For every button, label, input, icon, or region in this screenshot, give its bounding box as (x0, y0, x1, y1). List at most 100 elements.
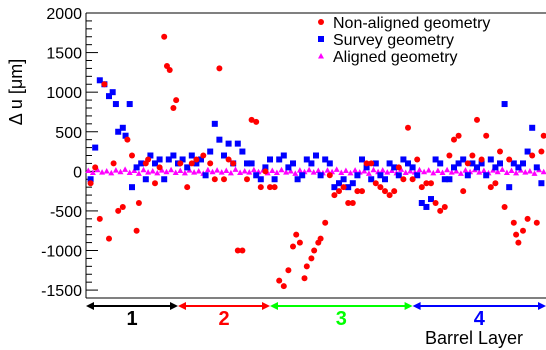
data-point (529, 152, 536, 159)
data-point (133, 164, 140, 171)
legend-entry: Non-aligned geometry (333, 15, 490, 32)
data-point (290, 243, 296, 250)
data-point (340, 176, 347, 183)
data-point (492, 180, 499, 187)
data-point (386, 192, 393, 199)
data-point (460, 188, 467, 195)
data-point (414, 156, 421, 163)
data-point (285, 267, 292, 274)
data-point (177, 160, 184, 167)
data-point (487, 184, 494, 191)
data-point (244, 176, 250, 183)
data-point (322, 219, 329, 226)
data-point (299, 172, 306, 179)
layer-range-arrow-left (270, 302, 278, 310)
data-point (469, 160, 476, 167)
data-point (515, 164, 522, 171)
barrel-layer-3: 3 (270, 302, 413, 330)
legend-entry: Survey geometry (333, 32, 454, 49)
data-point (195, 167, 202, 174)
data-point (432, 156, 439, 163)
y-tick-label: -500 (50, 204, 82, 221)
data-point (469, 152, 476, 159)
data-point (428, 196, 434, 203)
data-point (522, 169, 529, 175)
data-point (161, 33, 168, 40)
data-point (352, 167, 359, 173)
data-point (540, 132, 546, 139)
data-point (140, 166, 147, 173)
data-point (363, 160, 370, 167)
data-point (135, 170, 142, 176)
data-point (138, 160, 145, 167)
data-point (437, 160, 444, 167)
data-point (524, 148, 531, 155)
y-tick-label: 1000 (46, 85, 82, 102)
data-point (103, 167, 110, 174)
data-point (296, 167, 303, 173)
barrel-layer-ranges: 1 2 3 4 (86, 302, 546, 330)
data-point (292, 170, 299, 176)
data-point (253, 118, 260, 125)
data-point (349, 180, 356, 187)
data-point (354, 188, 361, 195)
data-point (382, 176, 388, 183)
data-point (154, 169, 161, 176)
data-point (216, 65, 223, 72)
data-point (244, 160, 250, 167)
data-point (402, 169, 409, 176)
data-point (92, 164, 99, 171)
data-point (336, 180, 342, 187)
data-point (158, 167, 165, 173)
data-point (336, 188, 342, 195)
data-point (149, 167, 156, 174)
data-point (152, 180, 158, 187)
data-point (308, 160, 315, 167)
data-point (377, 184, 384, 191)
data-point (294, 176, 301, 183)
data-point (156, 164, 163, 171)
data-point (395, 164, 402, 171)
data-point (237, 169, 244, 176)
data-point (437, 207, 444, 214)
data-point (188, 152, 195, 159)
y-tick-label: -1000 (41, 244, 82, 261)
data-point (510, 160, 517, 167)
data-point (225, 140, 232, 147)
data-point (216, 136, 223, 143)
data-point (184, 164, 191, 171)
data-point (446, 176, 453, 183)
data-point (112, 167, 119, 173)
data-point (501, 203, 508, 210)
data-point (513, 231, 520, 238)
data-point (322, 156, 329, 163)
data-point (377, 172, 384, 179)
data-point (278, 166, 285, 173)
data-point (211, 120, 218, 127)
data-series (85, 33, 546, 290)
data-point (391, 188, 398, 195)
data-point (455, 132, 462, 139)
data-point (324, 167, 331, 173)
data-point (515, 239, 522, 246)
data-point (342, 167, 349, 174)
data-point (198, 156, 204, 163)
data-point (119, 203, 126, 210)
data-point (250, 166, 257, 173)
data-point (303, 263, 310, 270)
data-point (434, 167, 441, 174)
data-point (365, 170, 372, 176)
legend-marker (318, 36, 324, 42)
data-point (239, 148, 246, 155)
data-point (248, 116, 255, 123)
data-point (444, 166, 451, 173)
data-point (333, 166, 340, 172)
data-point (338, 169, 345, 176)
data-point (310, 169, 317, 175)
data-point (405, 124, 411, 131)
data-point (428, 180, 434, 187)
data-point (520, 160, 526, 167)
data-point (214, 167, 221, 173)
